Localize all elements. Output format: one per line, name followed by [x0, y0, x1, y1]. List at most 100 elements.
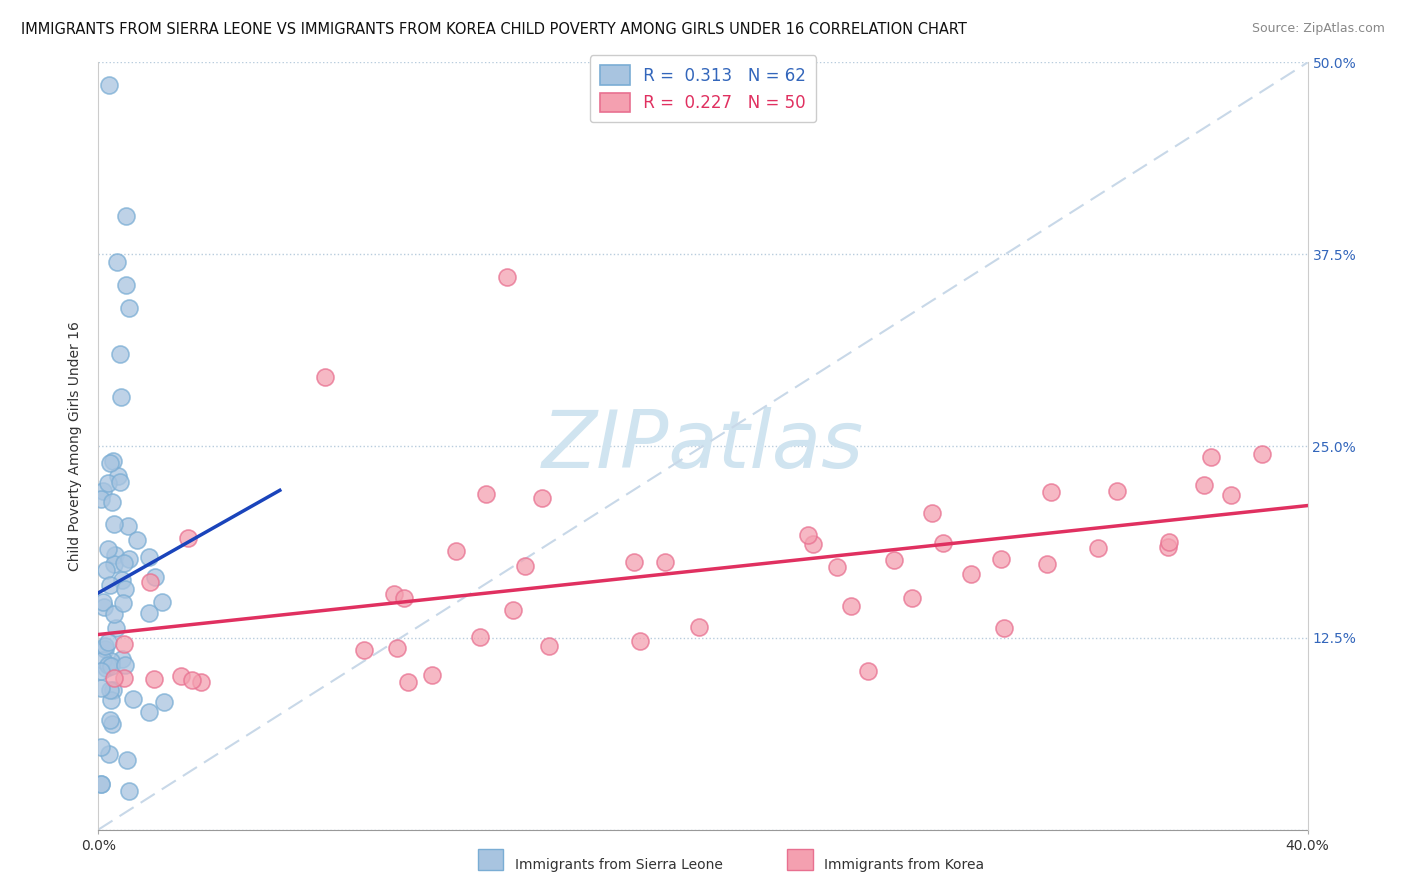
- Point: [98, 578, 121, 592]
- Point: [105, 255, 128, 269]
- Point: [97, 658, 120, 673]
- Point: [114, 582, 136, 596]
- Point: [138, 550, 160, 565]
- Point: [538, 640, 561, 654]
- Point: [382, 587, 405, 601]
- Point: [90, 664, 112, 678]
- Point: [190, 675, 212, 690]
- Point: [103, 607, 125, 621]
- Point: [98, 713, 121, 727]
- Point: [825, 559, 848, 574]
- Point: [90, 776, 112, 790]
- Point: [901, 591, 924, 605]
- Point: [960, 567, 983, 582]
- Point: [1087, 541, 1109, 555]
- Point: [114, 277, 136, 292]
- Point: [91, 595, 114, 609]
- Point: [1157, 541, 1180, 555]
- Point: [97, 747, 120, 761]
- Point: [1039, 485, 1062, 500]
- Point: [1157, 534, 1180, 549]
- Point: [114, 209, 136, 223]
- Point: [93, 483, 115, 498]
- Point: [90, 491, 112, 506]
- Point: [98, 78, 121, 93]
- Point: [101, 682, 124, 697]
- Point: [990, 551, 1012, 566]
- Point: [112, 637, 135, 651]
- Point: [475, 486, 498, 500]
- Point: [628, 634, 651, 648]
- Point: [170, 668, 193, 682]
- Point: [150, 595, 173, 609]
- Point: [118, 552, 141, 566]
- Point: [993, 621, 1015, 635]
- Legend:  R =  0.313   N = 62,  R =  0.227   N = 50: R = 0.313 N = 62, R = 0.227 N = 50: [591, 55, 815, 122]
- Point: [110, 390, 132, 404]
- Point: [115, 753, 138, 767]
- Point: [143, 570, 166, 584]
- Point: [932, 535, 955, 549]
- Point: [96, 563, 118, 577]
- Point: [921, 506, 943, 520]
- Point: [353, 643, 375, 657]
- Point: [797, 528, 820, 542]
- Point: [530, 491, 553, 505]
- Point: [180, 673, 202, 688]
- Point: [1107, 483, 1129, 498]
- Point: [104, 548, 127, 562]
- Point: [112, 671, 135, 685]
- Point: [103, 672, 125, 686]
- Point: [90, 740, 112, 755]
- Point: [94, 641, 117, 656]
- Y-axis label: Child Poverty Among Girls Under 16: Child Poverty Among Girls Under 16: [69, 321, 83, 571]
- Point: [101, 495, 124, 509]
- Point: [100, 659, 122, 673]
- Point: [108, 347, 131, 361]
- Point: [111, 595, 134, 609]
- Point: [100, 692, 122, 706]
- Text: IMMIGRANTS FROM SIERRA LEONE VS IMMIGRANTS FROM KOREA CHILD POVERTY AMONG GIRLS : IMMIGRANTS FROM SIERRA LEONE VS IMMIGRAN…: [21, 22, 967, 37]
- Point: [1192, 478, 1215, 492]
- Point: [107, 468, 129, 483]
- Text: Immigrants from Korea: Immigrants from Korea: [824, 858, 984, 872]
- Point: [801, 537, 824, 551]
- Point: [103, 558, 125, 572]
- Point: [125, 533, 148, 547]
- Point: [98, 456, 121, 470]
- Point: [111, 652, 134, 666]
- Point: [98, 683, 121, 698]
- Point: [100, 717, 122, 731]
- Point: [1199, 450, 1222, 464]
- Point: [314, 370, 336, 384]
- Point: [142, 672, 165, 686]
- Point: [470, 630, 492, 644]
- Point: [396, 674, 419, 689]
- Point: [392, 591, 415, 605]
- Point: [108, 475, 131, 489]
- Point: [117, 519, 139, 533]
- Point: [1036, 557, 1059, 571]
- Point: [1219, 488, 1241, 502]
- Point: [91, 653, 114, 667]
- Point: [90, 776, 112, 790]
- Point: [103, 517, 125, 532]
- Point: [114, 658, 136, 673]
- Point: [97, 634, 120, 648]
- Point: [94, 639, 117, 653]
- Point: [138, 705, 160, 719]
- Point: [93, 599, 115, 614]
- Text: Immigrants from Sierra Leone: Immigrants from Sierra Leone: [515, 858, 723, 872]
- Point: [138, 606, 160, 620]
- Point: [112, 557, 135, 571]
- Point: [654, 555, 676, 569]
- Point: [94, 661, 117, 675]
- Point: [839, 599, 862, 614]
- Point: [495, 270, 517, 285]
- Point: [177, 531, 200, 545]
- Point: [105, 621, 128, 635]
- Point: [139, 575, 162, 590]
- Point: [623, 555, 645, 569]
- Point: [502, 603, 524, 617]
- Point: [153, 695, 176, 709]
